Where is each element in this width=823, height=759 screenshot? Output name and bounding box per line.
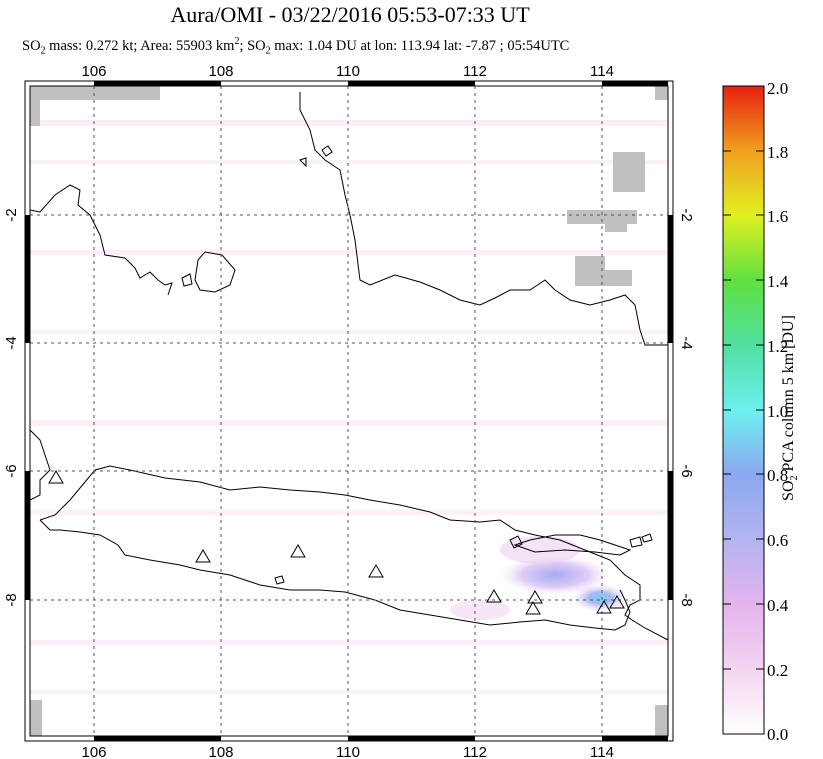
- volcano-triangle-icon: [290, 544, 306, 558]
- volcano-triangle-icon: [527, 590, 543, 604]
- lon-label: 112: [463, 63, 487, 80]
- graticule: [30, 86, 668, 736]
- so2-max-text: max: 1.04 DU at lon: 113.94 lat: -7.87 ;…: [270, 37, 570, 54]
- frame-bands: [25, 81, 673, 741]
- volcano-triangle-icon: [525, 601, 541, 615]
- lat-label: -8: [3, 593, 20, 606]
- lat-label: -2: [3, 208, 20, 221]
- volcano-triangle-icon: [368, 564, 384, 578]
- volcano-triangle-icon: [486, 589, 502, 603]
- lat-label: -8: [678, 593, 695, 606]
- coastlines: [30, 92, 668, 641]
- colorbar-tick-label: 2.0: [767, 79, 788, 98]
- colorbar-title-text: PCA column 5 km [DU]: [779, 315, 797, 476]
- volcano-triangle-icon: [596, 600, 612, 614]
- colorbar-tick-label: 1.8: [767, 143, 788, 162]
- so2-field: [30, 86, 668, 736]
- lat-labels-right: -2 -4 -6 -8: [678, 208, 695, 606]
- colorbar-tick-label: 0.6: [767, 531, 788, 550]
- colorbar-tick-label: 0.8: [767, 466, 788, 485]
- volcano-triangle-icon: [609, 595, 625, 609]
- so2-max-subscript: 2: [265, 45, 271, 57]
- page-title: Aura/OMI - 03/22/2016 05:53-07:33 UT: [170, 2, 530, 27]
- lon-labels-top: 106 108 110 112 114: [81, 63, 613, 80]
- colorbar-labels: 2.0 1.8 1.6 1.4 1.2 1.0 0.8 0.6 0.4 0.2 …: [767, 79, 789, 744]
- volcano-triangle-icon: [195, 549, 211, 563]
- lon-label: 106: [81, 63, 106, 80]
- so2-mass-text: mass: 0.272 kt; Area: 55903 km: [45, 37, 235, 54]
- colorbar-tick-label: 0.0: [767, 725, 788, 744]
- colorbar-tick-label: 1.4: [767, 272, 789, 291]
- so2-mass-subscript: 2: [40, 45, 46, 57]
- volcano-triangle-icon: [48, 470, 64, 484]
- map-area: [30, 86, 668, 736]
- colorbar-tick-label: 0.4: [767, 596, 789, 615]
- colorbar-tick-label: 1.6: [767, 207, 788, 226]
- missing-data-patches: [30, 86, 668, 736]
- so2-mass-prefix: SO: [22, 37, 41, 54]
- lon-labels-bottom: 106 108 110 112 114: [81, 744, 613, 759]
- lat-label: -4: [678, 336, 695, 349]
- lat-label: -6: [3, 464, 20, 477]
- lon-label: 108: [208, 744, 233, 759]
- lon-label: 110: [336, 744, 360, 759]
- colorbar-tick-label: 1.0: [767, 402, 788, 421]
- lon-label: 106: [81, 744, 106, 759]
- colorbar-tick-label: 1.2: [767, 337, 788, 356]
- volcano-markers: [48, 470, 625, 615]
- area-unit-superscript: 2: [234, 36, 240, 47]
- so2-plume-max: [572, 584, 628, 612]
- colorbar-title-subscript: 2: [789, 475, 801, 481]
- lat-label: -2: [678, 208, 695, 221]
- colorbar-ticks: [723, 85, 764, 735]
- lat-label: -6: [678, 464, 695, 477]
- lon-label: 114: [590, 63, 614, 80]
- lon-label: 110: [336, 63, 360, 80]
- so2-max-prefix: ; SO: [239, 37, 266, 54]
- lat-labels-left: -2 -4 -6 -8: [3, 208, 20, 606]
- lon-label: 112: [463, 744, 487, 759]
- colorbar-tick-label: 0.2: [767, 661, 788, 680]
- lon-label: 108: [208, 63, 233, 80]
- colorbar-title: SO2 PCA column 5 km [DU]: [780, 315, 800, 501]
- map-subtitle: SO2 mass: 0.272 kt; Area: 55903 km2; SO2…: [22, 36, 569, 57]
- lat-label: -4: [3, 336, 20, 349]
- so2-plume: [500, 555, 610, 595]
- colorbar-title-prefix: SO: [779, 480, 797, 501]
- lon-label: 114: [590, 744, 614, 759]
